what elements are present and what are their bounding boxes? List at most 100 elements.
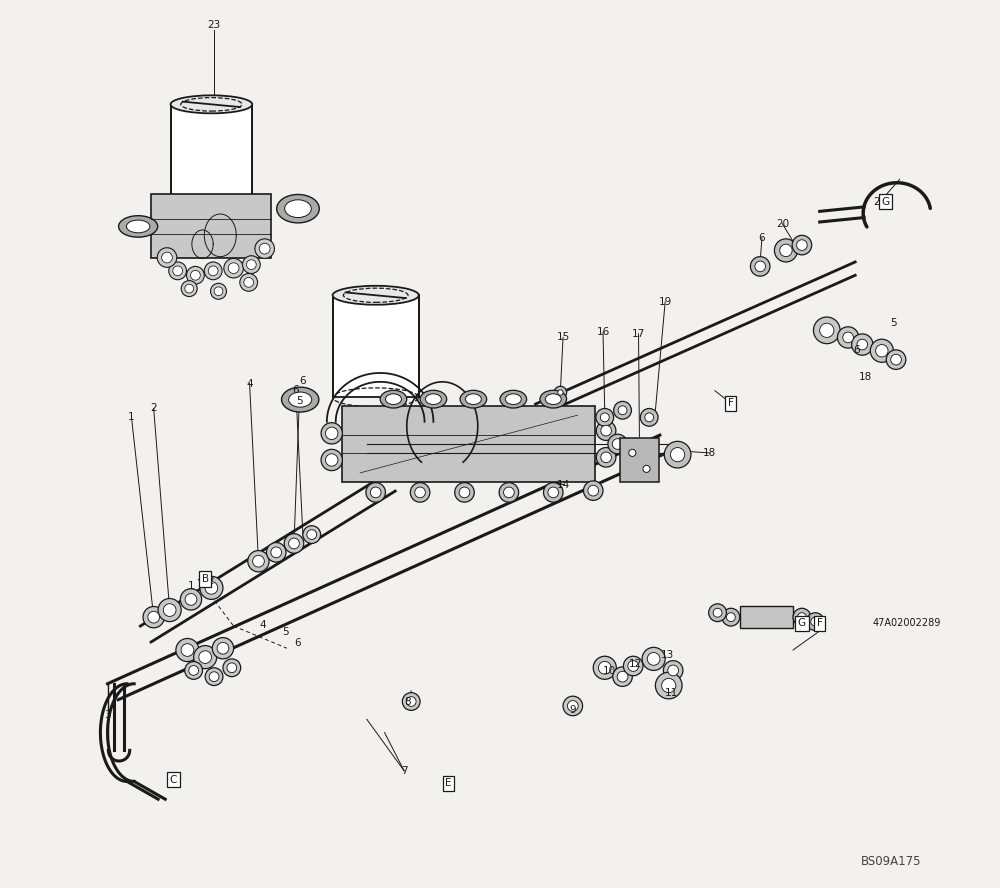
Ellipse shape bbox=[380, 391, 407, 408]
Circle shape bbox=[266, 543, 286, 562]
Text: 11: 11 bbox=[665, 687, 678, 698]
Circle shape bbox=[185, 662, 203, 679]
Circle shape bbox=[223, 659, 241, 677]
Circle shape bbox=[852, 334, 873, 355]
Text: F: F bbox=[817, 618, 823, 629]
Ellipse shape bbox=[460, 391, 487, 408]
Ellipse shape bbox=[119, 216, 158, 237]
Circle shape bbox=[205, 582, 218, 594]
Circle shape bbox=[455, 483, 474, 503]
Bar bbox=[333, 296, 419, 398]
Circle shape bbox=[596, 448, 616, 467]
Circle shape bbox=[410, 483, 430, 503]
Circle shape bbox=[618, 406, 627, 415]
Text: 6: 6 bbox=[854, 345, 860, 355]
Text: BS09A175: BS09A175 bbox=[861, 855, 922, 868]
Text: 2: 2 bbox=[207, 575, 214, 586]
Text: 14: 14 bbox=[557, 480, 571, 490]
Circle shape bbox=[189, 666, 199, 676]
Text: 5: 5 bbox=[890, 318, 897, 329]
Circle shape bbox=[200, 576, 223, 599]
Circle shape bbox=[608, 434, 627, 454]
Text: 6: 6 bbox=[759, 233, 765, 243]
Circle shape bbox=[326, 427, 338, 440]
Text: 5: 5 bbox=[282, 627, 288, 638]
Circle shape bbox=[548, 488, 559, 497]
Ellipse shape bbox=[289, 392, 312, 407]
Ellipse shape bbox=[282, 387, 319, 412]
Text: 17: 17 bbox=[632, 329, 645, 339]
Circle shape bbox=[563, 696, 583, 716]
Circle shape bbox=[596, 408, 614, 426]
Circle shape bbox=[163, 604, 176, 616]
Circle shape bbox=[668, 665, 679, 676]
Circle shape bbox=[255, 239, 274, 258]
Circle shape bbox=[797, 240, 807, 250]
Text: 1: 1 bbox=[188, 581, 194, 591]
Text: 7: 7 bbox=[401, 765, 407, 776]
Circle shape bbox=[158, 599, 181, 622]
Bar bbox=[342, 407, 595, 481]
Bar bbox=[740, 606, 793, 629]
Circle shape bbox=[214, 287, 223, 296]
Text: 47A02002289: 47A02002289 bbox=[873, 618, 941, 629]
Text: 2: 2 bbox=[150, 403, 157, 414]
Text: 16: 16 bbox=[596, 327, 610, 337]
Text: 18: 18 bbox=[703, 448, 716, 458]
Circle shape bbox=[617, 671, 628, 682]
Circle shape bbox=[307, 529, 317, 540]
Circle shape bbox=[326, 454, 338, 466]
Circle shape bbox=[886, 350, 906, 369]
Circle shape bbox=[613, 667, 632, 686]
Circle shape bbox=[726, 613, 735, 622]
Text: 21: 21 bbox=[873, 196, 887, 207]
Circle shape bbox=[191, 271, 200, 281]
Circle shape bbox=[628, 661, 639, 671]
Circle shape bbox=[194, 646, 217, 669]
Circle shape bbox=[248, 551, 269, 572]
Circle shape bbox=[588, 485, 599, 496]
Circle shape bbox=[596, 421, 616, 440]
Ellipse shape bbox=[385, 394, 401, 405]
Circle shape bbox=[148, 611, 160, 623]
Text: 6: 6 bbox=[300, 376, 306, 386]
Ellipse shape bbox=[540, 391, 567, 408]
Circle shape bbox=[640, 408, 658, 426]
Text: 5: 5 bbox=[296, 396, 303, 407]
Circle shape bbox=[217, 642, 229, 654]
Circle shape bbox=[499, 483, 519, 503]
Circle shape bbox=[593, 656, 616, 679]
Text: 13: 13 bbox=[660, 650, 674, 661]
Text: 10: 10 bbox=[603, 666, 616, 677]
Circle shape bbox=[792, 235, 812, 255]
Circle shape bbox=[181, 644, 194, 656]
Circle shape bbox=[181, 281, 197, 297]
Circle shape bbox=[415, 488, 425, 497]
Circle shape bbox=[253, 555, 264, 567]
Circle shape bbox=[143, 607, 164, 628]
Circle shape bbox=[780, 244, 792, 257]
Text: 1: 1 bbox=[128, 412, 135, 423]
Text: 4: 4 bbox=[246, 378, 253, 389]
Circle shape bbox=[806, 613, 824, 630]
Circle shape bbox=[240, 274, 258, 291]
Circle shape bbox=[289, 538, 299, 549]
Text: 19: 19 bbox=[659, 297, 672, 307]
Circle shape bbox=[793, 608, 811, 626]
Circle shape bbox=[209, 671, 219, 682]
Circle shape bbox=[321, 449, 342, 471]
Circle shape bbox=[643, 465, 650, 472]
Ellipse shape bbox=[285, 200, 311, 218]
Circle shape bbox=[645, 413, 654, 422]
Circle shape bbox=[750, 257, 770, 276]
Circle shape bbox=[284, 534, 304, 553]
Circle shape bbox=[629, 449, 636, 456]
Circle shape bbox=[162, 252, 172, 263]
Circle shape bbox=[185, 593, 197, 606]
Text: 9: 9 bbox=[570, 705, 576, 716]
Ellipse shape bbox=[425, 394, 441, 405]
Text: B: B bbox=[202, 574, 209, 584]
Circle shape bbox=[157, 248, 177, 267]
Circle shape bbox=[504, 488, 514, 497]
Circle shape bbox=[402, 693, 420, 710]
